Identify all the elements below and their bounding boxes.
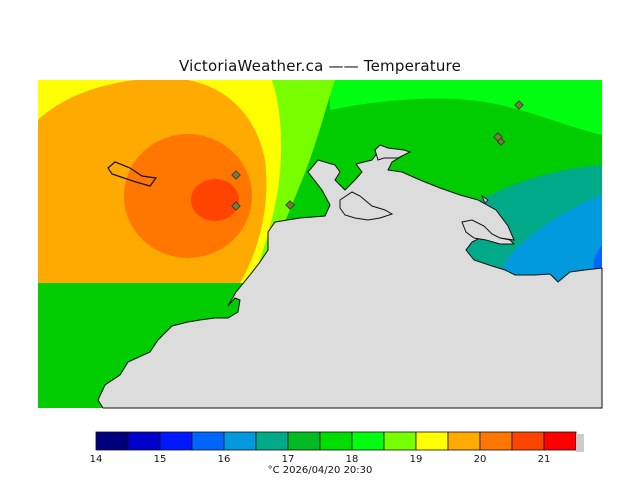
water-mark	[481, 194, 489, 204]
colorbar-bin	[543, 431, 577, 451]
temperature-colorbar	[95, 431, 584, 452]
colorbar-bin	[383, 431, 417, 451]
lake-outline	[107, 161, 158, 187]
colorbar-bin	[127, 431, 161, 451]
land-peninsula	[339, 191, 394, 221]
colorbar-bin	[95, 431, 129, 451]
colorbar-bin	[287, 431, 321, 451]
unit-timestamp: °C 2026/04/20 20:30	[267, 465, 373, 476]
station-markers	[231, 100, 524, 211]
colorbar-tick-label: 15	[153, 454, 167, 465]
colorbar-bin	[223, 431, 257, 451]
band-18-top	[330, 80, 602, 135]
colorbar-bin	[351, 431, 385, 451]
station-marker[interactable]	[285, 200, 295, 210]
station-marker[interactable]	[496, 137, 506, 146]
map-title: VictoriaWeather.ca —— Temperature	[178, 57, 462, 75]
land-island-north	[374, 144, 412, 161]
colorbar-tick-label: 18	[345, 454, 359, 465]
colorbar-tick-label: 20	[473, 454, 487, 465]
colorbar-bin	[447, 431, 481, 451]
colorbar-tick-label: 19	[409, 454, 423, 465]
colorbar-bin	[191, 431, 225, 451]
land-island-east	[461, 219, 516, 245]
colorbar-tick-label: 17	[281, 454, 295, 465]
colorbar-bin	[415, 431, 449, 451]
station-marker[interactable]	[231, 201, 241, 211]
band-20-5	[191, 179, 239, 221]
band-15-5	[593, 245, 602, 275]
colorbar-bin	[319, 431, 353, 451]
colorbar-tick-label: 14	[89, 454, 103, 465]
colorbar-bin	[479, 431, 513, 451]
colorbar-shadow	[576, 434, 584, 452]
colorbar-bin	[159, 431, 193, 451]
band-20	[124, 134, 252, 258]
station-marker[interactable]	[514, 100, 524, 110]
colorbar-bin	[511, 431, 545, 451]
station-marker[interactable]	[231, 170, 241, 180]
colorbar-tick-label: 16	[217, 454, 231, 465]
land-mainland	[97, 149, 603, 409]
colorbar-tick-label: 21	[537, 454, 551, 465]
colorbar-bin	[255, 431, 289, 451]
